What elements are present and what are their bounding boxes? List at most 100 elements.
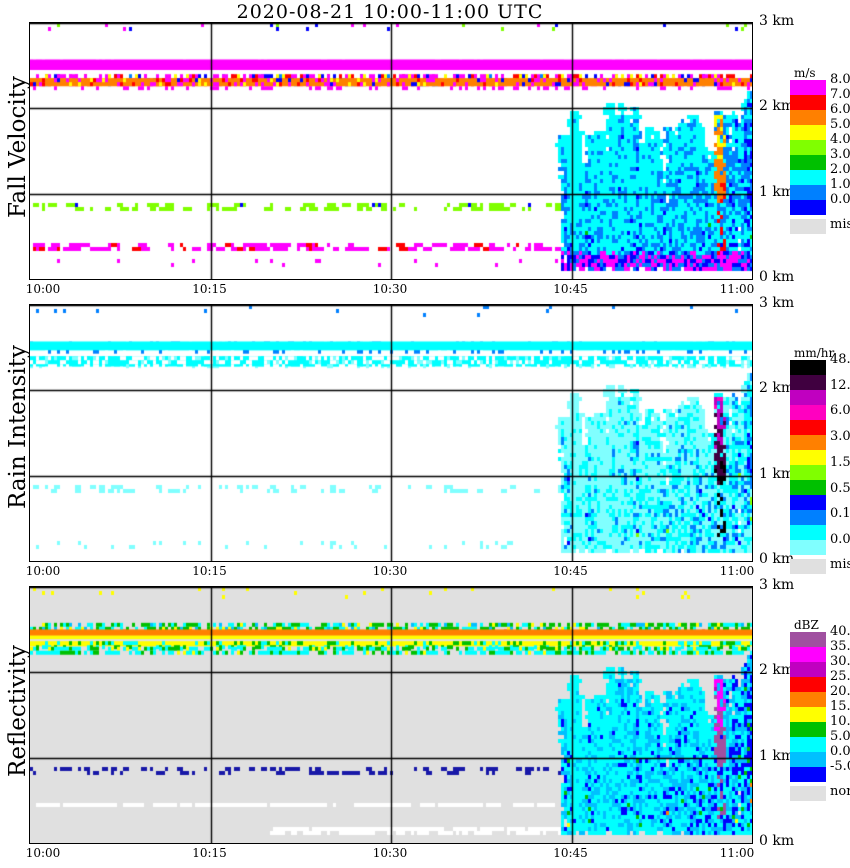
colorbar-swatch-rain-intensity-11 [790, 525, 826, 540]
colorbar-swatch-reflectivity-2 [790, 662, 826, 677]
panel-rain-intensity-canvas [30, 305, 752, 561]
colorbar-label-fall-velocity-3: 5.0 [830, 117, 850, 132]
panel-rain-intensity-ylabel: Rain Intensity [5, 345, 31, 509]
xtick-10-00-panel2: 10:00 [25, 846, 61, 860]
xtick-10-30-panel2: 10:30 [372, 846, 408, 860]
page-title: 2020-08-21 10:00-11:00 UTC [236, 1, 544, 23]
colorbar-label-fall-velocity-1: 7.0 [830, 87, 850, 102]
colorbar-missing-label-rain-intensity: miss [830, 557, 850, 572]
ytick-3km-panel1: 3 km [759, 295, 795, 311]
xtick-11-00-panel1: 11:00 [719, 564, 755, 578]
colorbar-missing-swatch-rain-intensity [790, 559, 826, 574]
ytick-2km-panel2: 2 km [759, 662, 795, 679]
colorbar-swatch-fall-velocity-5 [790, 155, 826, 170]
ytick-3km-panel2: 3 km [759, 577, 795, 593]
colorbar-label-reflectivity-7: 5.0 [830, 729, 850, 744]
colorbar-label-rain-intensity-0: 48.0 [830, 352, 850, 367]
colorbar-label-reflectivity-0: 40.0 [830, 624, 850, 639]
colorbar-swatch-rain-intensity-0 [790, 360, 826, 375]
xtick-10-45-panel0: 10:45 [553, 282, 588, 296]
colorbar-swatch-reflectivity-3 [790, 677, 826, 692]
ytick-0km-panel0: 0 km [759, 269, 795, 285]
colorbar-swatch-reflectivity-1 [790, 647, 826, 662]
panel-fall-velocity-canvas [30, 23, 752, 279]
xtick-10-30-panel0: 10:30 [372, 282, 408, 296]
ytick-1km-panel2: 1 km [759, 747, 795, 764]
xtick-10-45-panel2: 10:45 [553, 846, 588, 860]
colorbar-swatch-rain-intensity-8 [790, 480, 826, 495]
colorbar-swatch-fall-velocity-1 [790, 95, 826, 110]
xtick-10-30-panel1: 10:30 [372, 564, 408, 578]
colorbar-label-fall-velocity-6: 2.0 [830, 162, 850, 177]
xtick-11-00-panel0: 11:00 [719, 282, 755, 296]
colorbar-swatch-reflectivity-9 [790, 767, 826, 782]
colorbar-swatch-reflectivity-5 [790, 707, 826, 722]
colorbar-swatch-fall-velocity-2 [790, 110, 826, 125]
panel-fall-velocity-plot[interactable] [29, 22, 753, 280]
colorbar-label-fall-velocity-7: 1.0 [830, 177, 850, 192]
colorbar-swatch-rain-intensity-6 [790, 450, 826, 465]
colorbar-swatch-reflectivity-6 [790, 722, 826, 737]
colorbar-label-fall-velocity-2: 6.0 [830, 102, 850, 117]
colorbar-swatch-fall-velocity-7 [790, 185, 826, 200]
colorbar-swatch-rain-intensity-7 [790, 465, 826, 480]
panel-reflectivity-plot[interactable] [29, 586, 753, 844]
colorbar-label-fall-velocity-4: 4.0 [830, 132, 850, 147]
ytick-2km-panel1: 2 km [759, 380, 795, 397]
colorbar-label-reflectivity-3: 25.0 [830, 669, 850, 684]
colorbar-label-rain-intensity-7: 0.0 [830, 532, 850, 547]
colorbar-swatch-rain-intensity-3 [790, 405, 826, 420]
panel-rain-intensity-plot[interactable] [29, 304, 753, 562]
colorbar-label-fall-velocity-0: 8.0 [830, 72, 850, 87]
colorbar-swatch-rain-intensity-4 [790, 420, 826, 435]
colorbar-label-rain-intensity-6: 0.1 [830, 506, 850, 522]
colorbar-swatch-fall-velocity-6 [790, 170, 826, 185]
colorbar-label-fall-velocity-8: 0.0 [830, 192, 850, 207]
colorbar-label-fall-velocity-5: 3.0 [830, 147, 850, 162]
colorbar-label-rain-intensity-4: 1.5 [830, 454, 850, 470]
ytick-3km-panel0: 3 km [759, 13, 795, 29]
colorbar-label-rain-intensity-1: 12.0 [830, 377, 850, 393]
colorbar-title-rain-intensity: mm/hr [794, 346, 835, 360]
colorbar-swatch-reflectivity-4 [790, 692, 826, 707]
xtick-10-45-panel1: 10:45 [553, 564, 588, 578]
xtick-10-15-panel2: 10:15 [192, 846, 227, 860]
xtick-10-00-panel1: 10:00 [25, 564, 61, 578]
xtick-10-00-panel0: 10:00 [25, 282, 61, 296]
panel-fall-velocity-ylabel: Fall Velocity [5, 76, 31, 218]
colorbar-label-reflectivity-8: 0.0 [830, 744, 850, 759]
colorbar-missing-swatch-reflectivity [790, 786, 826, 801]
colorbar-swatch-rain-intensity-2 [790, 390, 826, 405]
xtick-11-00-panel2: 11:00 [719, 846, 755, 860]
colorbar-swatch-fall-velocity-0 [790, 80, 826, 95]
colorbar-swatch-fall-velocity-8 [790, 200, 826, 215]
ytick-1km-panel1: 1 km [759, 465, 795, 482]
panel-reflectivity-ylabel: Reflectivity [5, 645, 31, 777]
ytick-0km-panel2: 0 km [759, 833, 795, 849]
colorbar-label-reflectivity-6: 10.0 [830, 714, 850, 729]
colorbar-swatch-fall-velocity-3 [790, 125, 826, 140]
xtick-10-15-panel0: 10:15 [192, 282, 227, 296]
colorbar-missing-label-fall-velocity: miss [830, 217, 850, 232]
ytick-0km-panel1: 0 km [759, 551, 795, 567]
colorbar-swatch-reflectivity-7 [790, 737, 826, 752]
colorbar-missing-swatch-fall-velocity [790, 219, 826, 234]
colorbar-missing-label-reflectivity: none [830, 784, 850, 799]
colorbar-swatch-rain-intensity-1 [790, 375, 826, 390]
colorbar-label-reflectivity-4: 20.0 [830, 684, 850, 699]
colorbar-swatch-rain-intensity-5 [790, 435, 826, 450]
colorbar-label-rain-intensity-3: 3.0 [830, 429, 850, 445]
colorbar-title-fall-velocity: m/s [794, 66, 816, 80]
colorbar-title-reflectivity: dBZ [794, 618, 819, 632]
colorbar-label-rain-intensity-2: 6.0 [830, 403, 850, 419]
ytick-1km-panel0: 1 km [759, 183, 795, 200]
colorbar-swatch-reflectivity-8 [790, 752, 826, 767]
colorbar-swatch-rain-intensity-10 [790, 510, 826, 525]
colorbar-swatch-fall-velocity-4 [790, 140, 826, 155]
colorbar-label-reflectivity-2: 30.0 [830, 654, 850, 669]
xtick-10-15-panel1: 10:15 [192, 564, 227, 578]
colorbar-label-reflectivity-9: -5.0 [830, 759, 850, 774]
panel-reflectivity-canvas [30, 587, 752, 843]
colorbar-label-rain-intensity-5: 0.5 [830, 480, 850, 496]
